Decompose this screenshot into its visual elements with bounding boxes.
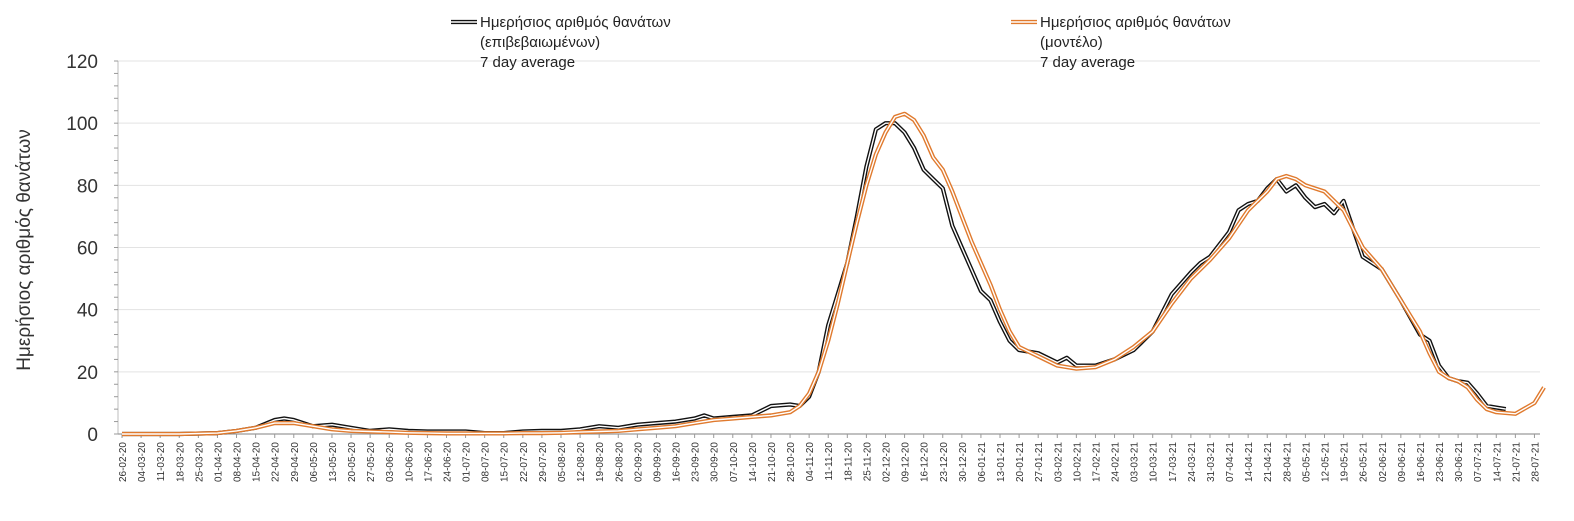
x-tick-label: 18-03-20 bbox=[175, 442, 186, 482]
legend-label: Ημερήσιος αριθμός θανάτων bbox=[1040, 14, 1231, 31]
x-tick-label: 03-03-21 bbox=[1130, 442, 1141, 482]
x-tick-label: 07-04-21 bbox=[1225, 442, 1236, 482]
x-tick-label: 07-07-21 bbox=[1473, 442, 1484, 482]
x-tick-label: 06-01-21 bbox=[977, 442, 988, 482]
x-tick-label: 13-01-21 bbox=[996, 442, 1007, 482]
x-tick-label: 11-11-20 bbox=[824, 442, 835, 481]
x-tick-label: 17-02-21 bbox=[1091, 442, 1102, 482]
x-tick-label: 14-07-21 bbox=[1492, 442, 1503, 482]
x-tick-label: 03-06-20 bbox=[385, 442, 396, 482]
y-axis-label: Ημερήσιος αριθμός θανάτων bbox=[14, 129, 35, 371]
x-tick-label: 23-09-20 bbox=[691, 442, 702, 482]
x-tick-label: 09-12-20 bbox=[901, 442, 912, 482]
legend-label: 7 day average bbox=[480, 54, 575, 71]
gridlines bbox=[118, 60, 1540, 373]
y-tick-label: 0 bbox=[87, 425, 98, 446]
x-tick-label: 02-12-20 bbox=[881, 442, 892, 482]
x-tick-label: 09-09-20 bbox=[652, 442, 663, 482]
x-tick-label: 21-04-21 bbox=[1263, 442, 1274, 482]
x-tick-label: 27-01-21 bbox=[1034, 442, 1045, 482]
x-tick-label: 26-08-20 bbox=[614, 442, 625, 482]
x-tick-label: 12-05-21 bbox=[1320, 442, 1331, 482]
y-tick-label: 60 bbox=[77, 239, 98, 260]
x-tick-label: 24-02-21 bbox=[1111, 442, 1122, 482]
x-tick-label: 04-03-20 bbox=[137, 442, 148, 482]
series-line-inner-1 bbox=[122, 113, 1545, 435]
x-tick-label: 16-12-20 bbox=[920, 442, 931, 482]
x-tick-label: 30-06-21 bbox=[1454, 442, 1465, 482]
x-tick-label: 01-04-20 bbox=[213, 442, 224, 482]
x-tick-label: 02-06-21 bbox=[1378, 442, 1389, 482]
legend-label: Ημερήσιος αριθμός θανάτων bbox=[480, 14, 671, 31]
y-minor-ticks bbox=[114, 60, 118, 435]
x-tick-label: 22-07-20 bbox=[519, 442, 530, 482]
x-tick-label: 19-05-21 bbox=[1340, 442, 1351, 482]
y-tick-label: 100 bbox=[66, 114, 98, 135]
x-tick-label: 27-05-20 bbox=[366, 442, 377, 482]
x-tick-label: 14-10-20 bbox=[748, 442, 759, 482]
x-tick-label: 29-07-20 bbox=[538, 442, 549, 482]
x-tick-label: 30-09-20 bbox=[710, 442, 721, 482]
legend-label: (μοντέλο) bbox=[1040, 34, 1103, 51]
x-tick-label: 10-02-21 bbox=[1072, 442, 1083, 482]
x-tick-label: 14-04-21 bbox=[1244, 442, 1255, 482]
x-tick-label: 16-09-20 bbox=[672, 442, 683, 482]
x-tick-label: 03-02-21 bbox=[1053, 442, 1064, 482]
x-tick-label: 28-10-20 bbox=[786, 442, 797, 482]
x-tick-label: 12-08-20 bbox=[576, 442, 587, 482]
x-tick-label: 07-10-20 bbox=[729, 442, 740, 482]
legend-label: 7 day average bbox=[1040, 54, 1135, 71]
x-tick-label: 05-05-21 bbox=[1301, 442, 1312, 482]
x-tick-label: 24-03-21 bbox=[1187, 442, 1198, 482]
x-tick-label: 20-01-21 bbox=[1015, 442, 1026, 482]
x-tick-labels: 26-02-20 04-03-20 11-03-20 18-03-20 25-03-20… bbox=[118, 434, 1541, 482]
x-tick-label: 08-04-20 bbox=[233, 442, 244, 482]
y-tick-label: 40 bbox=[77, 301, 98, 322]
x-tick-label: 21-07-21 bbox=[1511, 442, 1522, 482]
x-tick-label: 28-04-21 bbox=[1282, 442, 1293, 482]
x-tick-label: 26-02-20 bbox=[118, 442, 129, 482]
x-tick-label: 05-08-20 bbox=[557, 442, 568, 482]
x-tick-label: 11-03-20 bbox=[156, 442, 167, 482]
x-tick-label: 13-05-20 bbox=[328, 442, 339, 482]
series-line-1 bbox=[122, 111, 1546, 437]
x-tick-label: 17-06-20 bbox=[423, 442, 434, 482]
series-lines bbox=[122, 111, 1546, 437]
x-tick-label: 28-07-21 bbox=[1530, 442, 1541, 482]
x-tick-label: 02-09-20 bbox=[633, 442, 644, 482]
x-tick-label: 19-08-20 bbox=[595, 442, 606, 482]
x-tick-label: 25-03-20 bbox=[194, 442, 205, 482]
x-tick-label: 04-11-20 bbox=[805, 442, 816, 482]
x-tick-label: 15-04-20 bbox=[252, 442, 263, 482]
x-tick-label: 10-03-21 bbox=[1149, 442, 1160, 482]
x-tick-label: 10-06-20 bbox=[404, 442, 415, 482]
x-tick-label: 23-12-20 bbox=[939, 442, 950, 482]
y-tick-label: 20 bbox=[77, 363, 98, 384]
x-tick-label: 22-04-20 bbox=[271, 442, 282, 482]
x-tick-label: 17-03-21 bbox=[1168, 442, 1179, 482]
y-tick-labels: 0 20 40 60 80 100 120 bbox=[66, 52, 98, 446]
x-tick-label: 18-11-20 bbox=[843, 442, 854, 482]
y-tick-label: 80 bbox=[77, 176, 98, 197]
x-tick-label: 25-11-20 bbox=[862, 442, 873, 482]
x-tick-label: 21-10-20 bbox=[767, 442, 778, 482]
x-tick-label: 16-06-21 bbox=[1416, 442, 1427, 482]
y-tick-label: 120 bbox=[66, 52, 98, 73]
x-tick-label: 01-07-20 bbox=[462, 442, 473, 482]
x-tick-label: 23-06-21 bbox=[1435, 442, 1446, 482]
x-tick-label: 15-07-20 bbox=[500, 442, 511, 482]
x-tick-label: 31-03-21 bbox=[1206, 442, 1217, 482]
x-tick-label: 08-07-20 bbox=[481, 442, 492, 482]
x-tick-label: 06-05-20 bbox=[309, 442, 320, 482]
legend-label: (επιβεβαιωμένων) bbox=[480, 34, 600, 51]
x-tick-label: 29-04-20 bbox=[290, 442, 301, 482]
x-tick-label: 20-05-20 bbox=[347, 442, 358, 482]
legend: Ημερήσιος αριθμός θανάτων (επιβεβαιωμένων… bbox=[451, 14, 1231, 71]
x-tick-label: 26-05-21 bbox=[1359, 442, 1370, 482]
x-tick-label: 30-12-20 bbox=[958, 442, 969, 482]
x-tick-label: 24-06-20 bbox=[442, 442, 453, 482]
x-tick-label: 09-06-21 bbox=[1397, 442, 1408, 482]
